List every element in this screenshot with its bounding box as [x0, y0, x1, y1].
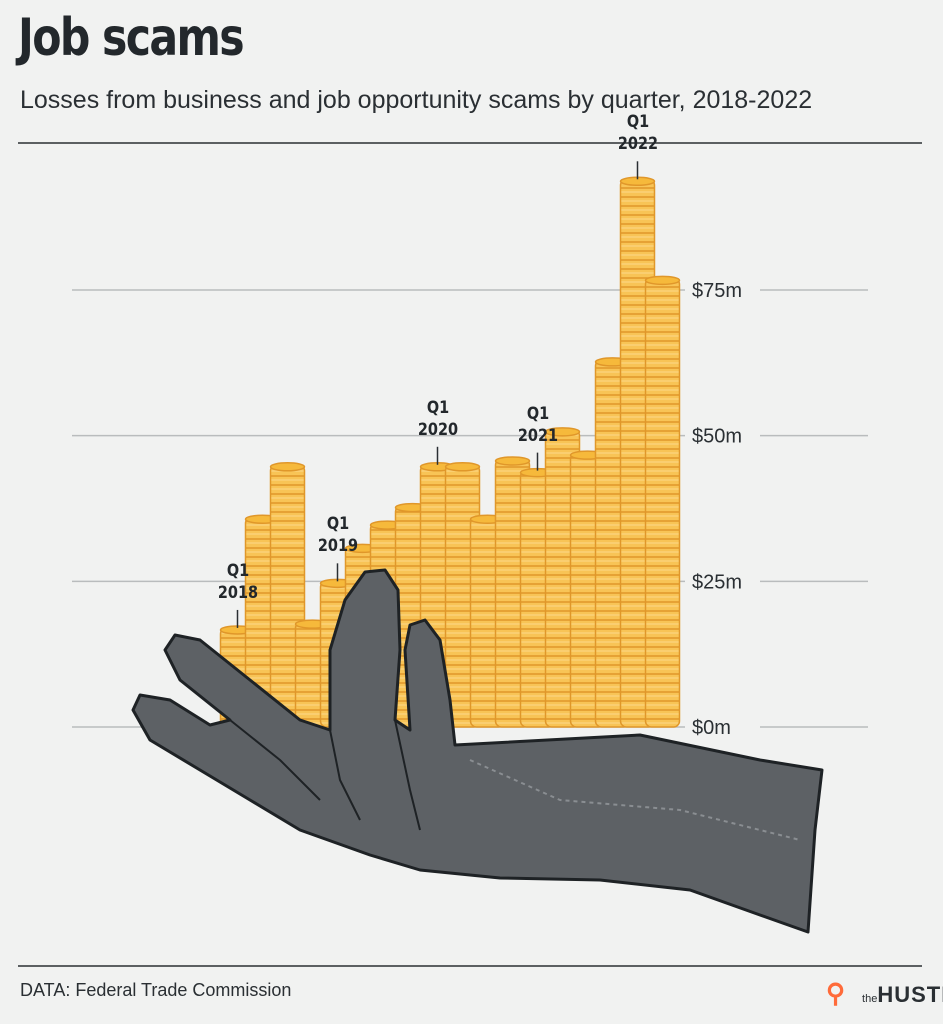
y-tick-label: $25m	[692, 571, 742, 593]
category-label: Q1 2019	[317, 514, 358, 557]
coin-top	[544, 427, 581, 437]
category-label: Q1 2022	[617, 112, 658, 155]
coin-top	[644, 275, 681, 286]
bars	[219, 161, 681, 728]
logo-prefix: the	[862, 993, 878, 1005]
logo-name: HUSTLE	[877, 982, 943, 1007]
category-label: Q1 2021	[517, 403, 558, 446]
y-tick-label: $75m	[692, 280, 742, 302]
subtitle: Losses from business and job opportunity…	[20, 86, 813, 114]
category-label: Q1 2018	[217, 560, 258, 603]
coin-top	[494, 456, 531, 466]
glove	[131, 568, 824, 934]
coin-top	[444, 462, 481, 472]
title: Job scams	[18, 8, 245, 68]
source: DATA: Federal Trade Commission	[20, 980, 292, 1000]
logo: ⚲ theHUSTLE	[826, 978, 943, 1009]
bar	[644, 277, 681, 728]
coin-top	[269, 462, 306, 472]
y-tick-label: $0m	[692, 717, 731, 739]
category-label: Q1 2020	[417, 397, 458, 440]
logo-icon: ⚲	[826, 978, 847, 1008]
y-tick-label: $50m	[692, 426, 742, 448]
